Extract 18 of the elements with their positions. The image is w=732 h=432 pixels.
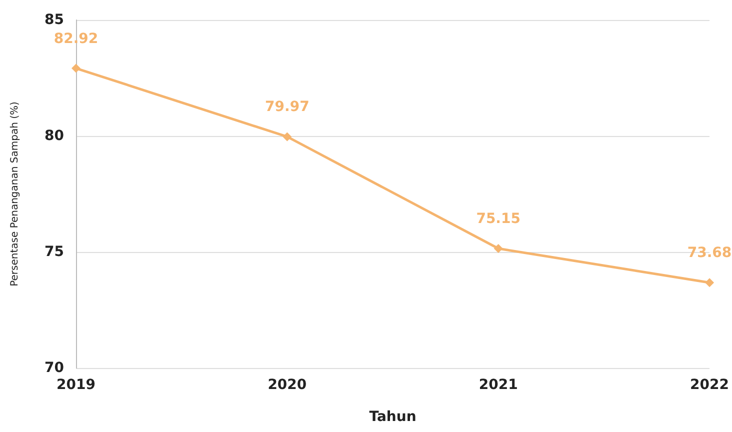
data-label: 82.92 — [54, 30, 98, 47]
y-tick-label: 70 — [44, 360, 64, 376]
point — [494, 244, 503, 254]
y-tick-label: 85 — [44, 12, 64, 28]
point — [72, 64, 80, 73]
x-tick-label: 2020 — [268, 377, 307, 393]
data-label: 73.68 — [687, 245, 732, 262]
data-label: 75.15 — [476, 211, 520, 228]
data-label: 79.97 — [265, 99, 310, 116]
point — [705, 278, 714, 288]
point — [282, 132, 292, 142]
y-axis-title: Persentase Penanganan Sampah (%) — [10, 101, 20, 286]
x-tick-label: 2019 — [56, 377, 96, 393]
x-tick-label: 2021 — [478, 377, 518, 393]
x-tick-label: 2022 — [690, 377, 729, 393]
x-axis-title: Tahun — [369, 409, 416, 425]
y-tick-label: 75 — [44, 244, 64, 260]
y-tick-label: 80 — [44, 128, 64, 144]
